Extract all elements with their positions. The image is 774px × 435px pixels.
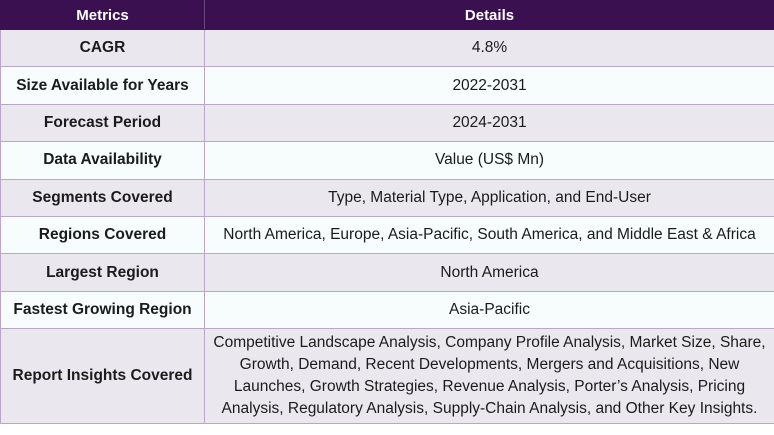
detail-cell: Competitive Landscape Analysis, Company … bbox=[204, 328, 774, 425]
metric-cell: Fastest Growing Region bbox=[0, 290, 205, 330]
detail-cell: 4.8% bbox=[204, 28, 774, 68]
detail-cell: 2024-2031 bbox=[204, 103, 774, 143]
table-row: Data Availability Value (US$ Mn) bbox=[0, 141, 774, 180]
metric-cell: Report Insights Covered bbox=[0, 328, 205, 425]
table-row: Largest Region North America bbox=[0, 253, 774, 292]
report-summary-table: Metrics Details CAGR 4.8% Size Available… bbox=[0, 0, 774, 425]
table-row: Forecast Period 2024-2031 bbox=[0, 103, 774, 143]
metric-cell: Forecast Period bbox=[0, 103, 205, 143]
metric-cell: Largest Region bbox=[0, 253, 205, 292]
detail-cell: North America bbox=[204, 253, 774, 292]
metric-cell: CAGR bbox=[0, 28, 205, 68]
table-header-row: Metrics Details bbox=[0, 0, 774, 30]
header-metrics: Metrics bbox=[0, 0, 205, 30]
metric-cell: Size Available for Years bbox=[0, 66, 205, 105]
metric-cell: Segments Covered bbox=[0, 178, 205, 217]
metric-cell: Data Availability bbox=[0, 141, 205, 180]
detail-cell: North America, Europe, Asia-Pacific, Sou… bbox=[204, 215, 774, 255]
table-row: CAGR 4.8% bbox=[0, 28, 774, 68]
header-details: Details bbox=[204, 0, 774, 30]
table-row: Fastest Growing Region Asia-Pacific bbox=[0, 290, 774, 330]
table-row: Size Available for Years 2022-2031 bbox=[0, 66, 774, 105]
metric-cell: Regions Covered bbox=[0, 215, 205, 255]
table-row: Regions Covered North America, Europe, A… bbox=[0, 215, 774, 255]
table-row: Segments Covered Type, Material Type, Ap… bbox=[0, 178, 774, 217]
table-row: Report Insights Covered Competitive Land… bbox=[0, 328, 774, 425]
detail-cell: 2022-2031 bbox=[204, 66, 774, 105]
detail-cell: Value (US$ Mn) bbox=[204, 141, 774, 180]
detail-cell: Asia-Pacific bbox=[204, 290, 774, 330]
detail-cell: Type, Material Type, Application, and En… bbox=[204, 178, 774, 217]
